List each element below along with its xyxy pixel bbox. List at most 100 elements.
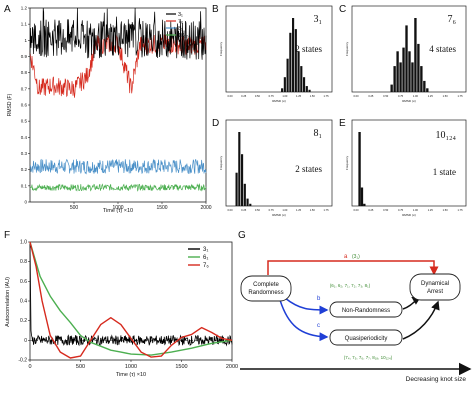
- panel-a-legend-label: 3₁: [178, 12, 183, 18]
- histogram-bar: [243, 183, 246, 206]
- histogram-bar: [305, 86, 308, 92]
- panel-f-xtick-label: 1000: [125, 364, 137, 370]
- histogram-xlabel: RMSD (σ): [272, 99, 286, 103]
- panel-letter-f: F: [4, 230, 10, 241]
- histogram-xtick-label: 0.00: [227, 94, 233, 98]
- panel-f-ytick-label: 1.0: [20, 240, 27, 246]
- label-a: a: [344, 254, 348, 260]
- panel-a-ytick-label: 0.8: [21, 70, 28, 75]
- histogram-bar: [238, 132, 241, 206]
- histogram-bar: [283, 77, 286, 92]
- histogram-bar: [402, 47, 405, 92]
- panel-f-ylabel: Autocorrelation (AU): [5, 277, 11, 327]
- histogram-bar: [300, 66, 303, 92]
- panel-f-series-line: [29, 241, 233, 347]
- histogram-bar: [423, 80, 426, 92]
- panel-c-histogram: 7₆ 4 states 0.00 0.25 0.50 0.75 1.00 1.25 1.50…: [345, 5, 467, 103]
- node-quasi-label: Quasiperiodicity: [345, 336, 388, 342]
- histogram-xtick-label: 0.75: [269, 94, 275, 98]
- histogram-bar: [417, 43, 420, 92]
- panel-f-ytick-label: 0.2: [20, 318, 27, 324]
- label-c: c: [317, 323, 320, 329]
- panel-a-ytick-label: 0.1: [21, 183, 28, 188]
- panel-letter-a: A: [4, 4, 11, 15]
- histogram-xtick-label: 1.75: [323, 94, 329, 98]
- panel-f-legend-label: 3₁: [203, 247, 208, 253]
- histogram-bar: [426, 88, 429, 92]
- histogram-xtick-label: 1.25: [428, 208, 434, 212]
- panel-a-ytick-label: 1.1: [21, 22, 28, 27]
- histogram-xtick-label: 1.25: [296, 208, 302, 212]
- arrow-c: [279, 299, 329, 342]
- histogram-xtick-label: 0.00: [227, 208, 233, 212]
- arrow-b: [284, 297, 329, 315]
- histogram-ylabel: Frequency: [219, 155, 223, 170]
- label-b: b: [317, 296, 321, 302]
- node-complete-line2: Randomness: [248, 290, 283, 296]
- node-nonrandom-label: Non-Randomness: [342, 308, 390, 314]
- histogram-xlabel: RMSD (σ): [402, 213, 416, 217]
- panel-f-ytick-label: 0: [24, 338, 27, 344]
- panel-b-states: 2 states: [295, 44, 322, 54]
- histogram-bar: [414, 18, 417, 92]
- panel-f-xtick-label: 2000: [226, 364, 238, 370]
- histogram-xtick-label: 1.25: [296, 94, 302, 98]
- panel-letter-g: G: [238, 230, 246, 241]
- histogram-bar: [235, 172, 238, 206]
- histogram-xlabel: RMSD (σ): [402, 99, 416, 103]
- node-arrest-line1: Dynamical: [421, 281, 449, 287]
- panel-f-ytick-label: -0.2: [18, 358, 27, 364]
- histogram-xtick-label: 1.00: [282, 208, 288, 212]
- panel-b-histogram: 3₁ 2 states 0.00 0.25 0.50 0.75 1.00 1.25 1.50…: [219, 5, 333, 103]
- panel-letter-b: B: [212, 4, 219, 15]
- panel-a-ytick-label: 0.7: [21, 86, 28, 91]
- histogram-ylabel: Frequency: [345, 41, 349, 56]
- panel-a-ytick-label: 0.3: [21, 151, 28, 156]
- label-b-knots: (6₁, 6₂, 7₁, 7₂, 7₃, 8₁): [330, 283, 371, 288]
- histogram-xlabel: RMSD (σ): [272, 213, 286, 217]
- histogram-bar: [289, 32, 292, 92]
- panel-a-ytick-label: 1.2: [21, 6, 28, 11]
- panel-a-legend-label: 7₆: [178, 19, 183, 25]
- histogram-ylabel: Frequency: [219, 41, 223, 56]
- node-non-randomness: [329, 301, 403, 318]
- histogram-bar: [363, 203, 366, 206]
- histogram-xtick-label: 1.25: [428, 94, 434, 98]
- panel-e-knot: 10₁₂₄: [436, 130, 457, 141]
- label-c-knots: (7₄, 7₅, 7₆, 7₇, 8₁₈, 10₁₂₄): [344, 355, 393, 360]
- panel-b-knot: 3₁: [314, 14, 323, 25]
- histogram-xtick-label: 1.50: [310, 208, 316, 212]
- panel-f-ytick-label: 0.6: [20, 279, 27, 285]
- panel-f-legend-label: 7₆: [203, 263, 209, 269]
- panel-letter-c: C: [339, 4, 346, 15]
- node-complete-line1: Complete: [253, 282, 279, 288]
- panel-a-legend-label: 10₁₂₄: [178, 33, 191, 39]
- panel-a-ytick-label: 0.6: [21, 103, 28, 108]
- panel-a-series-line: [29, 7, 207, 60]
- histogram-bar: [411, 62, 414, 92]
- arrow-quasi-to-arrest: [402, 300, 440, 340]
- panel-c-states: 4 states: [429, 44, 456, 54]
- histogram-xtick-label: 0.25: [368, 94, 374, 98]
- panel-g-diagram: a (3₁) b c (6₁, 6₂, 7₁, 7₂, 7₃, 8₁) (7₄,…: [240, 254, 472, 383]
- panel-a-xtick-label: 1000: [112, 205, 123, 211]
- panel-f-xtick-label: 0: [28, 364, 31, 370]
- histogram-xtick-label: 0.25: [241, 208, 247, 212]
- panel-f-series-line: [29, 241, 233, 356]
- node-quasiperiodicity: [329, 329, 403, 346]
- histogram-bar: [360, 187, 364, 206]
- histogram-xtick-label: 0.00: [353, 94, 359, 98]
- panel-a-xtick-label: 500: [70, 205, 79, 211]
- panel-a-legend-label: 8₁: [178, 26, 183, 32]
- panel-a-xtick-label: 2000: [200, 205, 211, 211]
- histogram-xtick-label: 0.25: [241, 94, 247, 98]
- histogram-xtick-label: 0.25: [368, 208, 374, 212]
- histogram-bar: [405, 25, 408, 92]
- panel-f-legend-label: 6₁: [203, 255, 208, 261]
- histogram-xtick-label: 0.50: [255, 94, 261, 98]
- panel-c-knot: 7₆: [448, 14, 457, 25]
- histogram-bar: [286, 58, 289, 92]
- panel-f-ytick-label: 0.8: [20, 259, 27, 265]
- histogram-bar: [396, 51, 399, 92]
